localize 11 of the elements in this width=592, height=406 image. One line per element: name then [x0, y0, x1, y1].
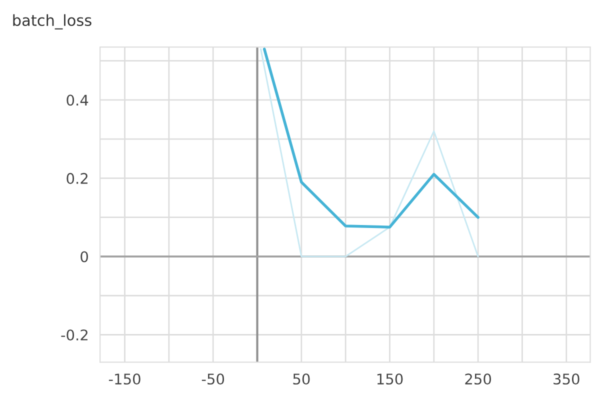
y-tick-label: 0.4	[66, 94, 88, 106]
x-tick-label: 150	[377, 374, 403, 385]
chart-title: batch_loss	[13, 14, 92, 30]
y-tick-label: 0.2	[66, 172, 88, 184]
x-tick-label: 50	[293, 374, 310, 385]
x-tick-label: -50	[202, 374, 224, 385]
y-tick-label: 0	[80, 251, 88, 262]
x-tick-label: 250	[465, 374, 492, 385]
x-tick-label: -150	[108, 374, 140, 385]
x-tick-label: 350	[554, 374, 580, 385]
y-tick-label: -0.2	[61, 329, 88, 341]
